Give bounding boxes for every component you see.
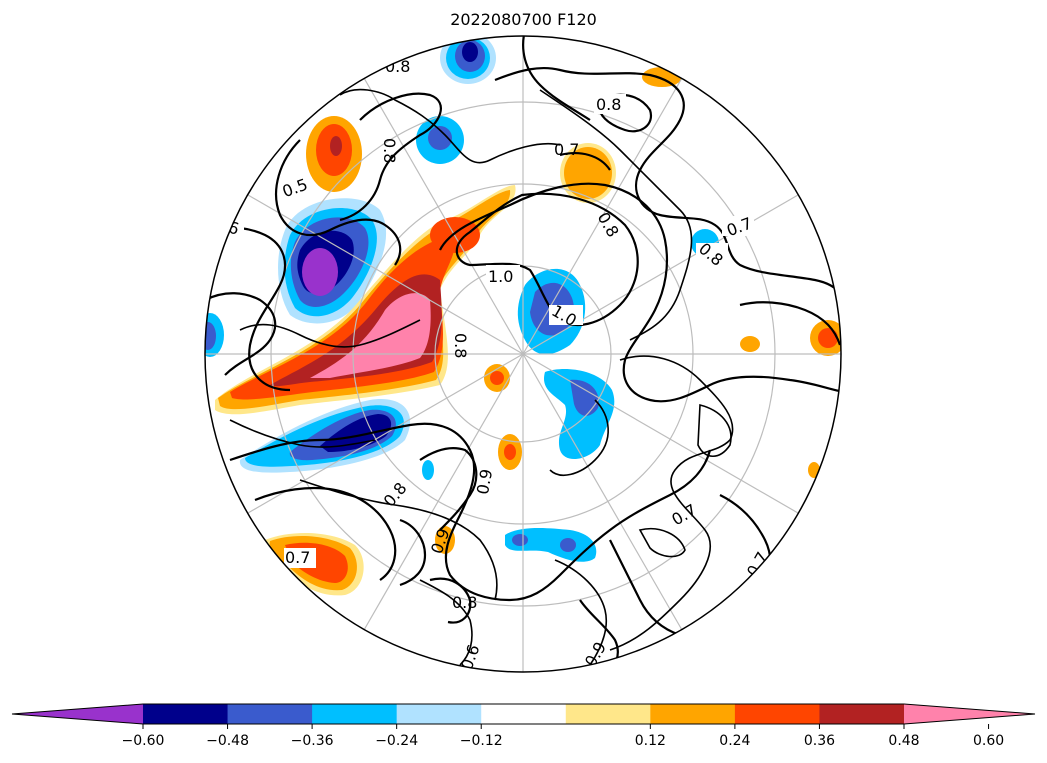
colorbar: −0.60 −0.48 −0.36 −0.24 −0.12 0.12 0.24 0.36 0.4…	[11, 703, 1036, 749]
colorbar-segment	[396, 704, 482, 724]
colorbar-tick-label: 0.36	[804, 733, 835, 749]
colorbar-extend-max	[904, 704, 1035, 724]
graticule	[205, 36, 841, 672]
colorbar-segment	[734, 704, 820, 724]
colorbar-segment	[650, 704, 736, 724]
colorbar-ticks: −0.60 −0.48 −0.36 −0.24 −0.12 0.12 0.24 0.36 0.4…	[122, 724, 1004, 749]
colorbar-tick-label: 0.60	[973, 733, 1004, 749]
contour-label: 0.8	[451, 333, 470, 358]
colorbar-segments	[11, 703, 1036, 725]
colorbar-segment	[819, 704, 905, 724]
colorbar-tick-label: −0.36	[291, 733, 334, 749]
colorbar-tick-label: −0.12	[460, 733, 503, 749]
colorbar-tick-label: 0.48	[888, 733, 919, 749]
map-title: 2022080700 F120	[450, 10, 597, 29]
colorbar-segment	[312, 704, 398, 724]
colorbar-tick-label: −0.60	[122, 733, 165, 749]
coastlines	[229, 88, 734, 666]
colorbar-segment	[143, 704, 229, 724]
contour-label: 0.9	[473, 468, 496, 496]
colorbar-segment	[227, 704, 313, 724]
colorbar-segment	[481, 704, 567, 724]
map-boundary	[204, 35, 842, 673]
contour-label: 0.8	[596, 95, 621, 114]
colorbar-tick-label: −0.48	[206, 733, 249, 749]
colorbar-tick-label: 0.24	[719, 733, 750, 749]
colorbar-tick-label: −0.24	[375, 733, 418, 749]
contour-label: 1.0	[488, 267, 513, 286]
contour-lines	[205, 36, 841, 672]
polar-map: 0.8 0.8 0.8 0.5 0.6 0.7 0.8 0.7 0.8 1.0 …	[204, 35, 842, 673]
contour-label: 0.8	[452, 593, 477, 612]
colorbar-segment	[565, 704, 651, 724]
colorbar-tick-label: 0.12	[635, 733, 666, 749]
contour-label: 0.7	[554, 140, 579, 159]
colorbar-extend-min	[12, 704, 143, 724]
contour-label: 0.7	[285, 548, 310, 567]
contour-label: 0.8	[380, 138, 399, 163]
